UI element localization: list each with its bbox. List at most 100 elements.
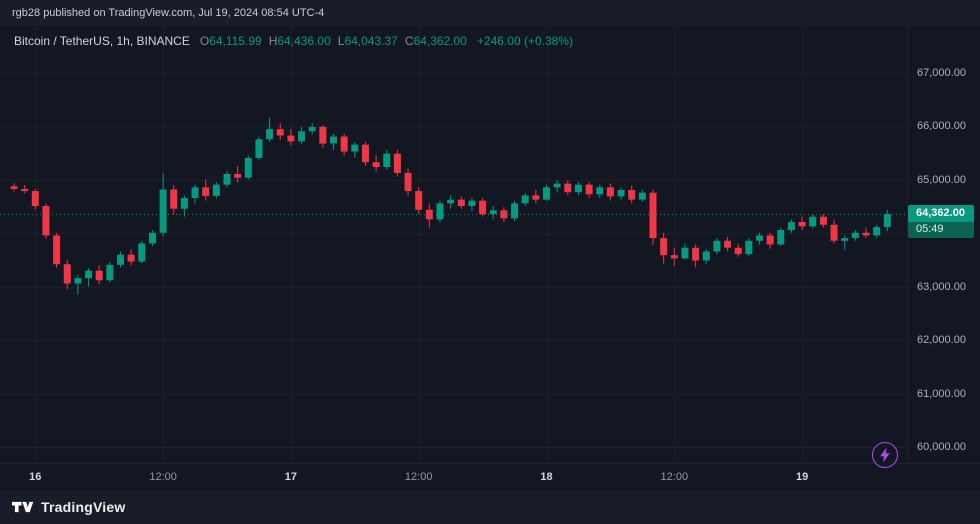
candle-body (617, 190, 625, 197)
candle (170, 185, 178, 215)
candle-body (638, 192, 646, 200)
tradingview-logo-icon[interactable] (12, 498, 34, 516)
candle-body (841, 238, 849, 241)
price-label: 63,000.00 (917, 280, 966, 293)
candle (681, 243, 689, 260)
candle (766, 232, 774, 249)
candle-body (63, 264, 71, 284)
ohlc-low: L64,043.37 (337, 34, 398, 48)
candle-body (745, 240, 753, 255)
attribution-text: rgb28 published on TradingView.com, Jul … (12, 7, 325, 19)
candle-body (756, 235, 763, 241)
candle-body (585, 184, 593, 195)
candle (393, 149, 401, 177)
candle-body (106, 264, 114, 281)
chart-canvas[interactable] (0, 26, 908, 463)
candle-body (574, 184, 582, 193)
candle-body (670, 255, 678, 259)
candle-body (319, 126, 327, 144)
lightning-icon (880, 447, 890, 463)
candle (489, 206, 497, 220)
candle-body (351, 144, 359, 152)
candle-body (10, 186, 18, 189)
candle (234, 165, 242, 183)
price-label: 61,000.00 (917, 387, 966, 400)
candle (276, 123, 284, 140)
time-label-day: 16 (29, 471, 42, 483)
candle-body (489, 210, 497, 215)
candle-body (287, 135, 295, 142)
lightning-button[interactable] (872, 442, 898, 468)
candle-body (393, 153, 401, 173)
candle (117, 251, 124, 268)
time-label-hour: 12:00 (660, 471, 689, 483)
candle-body (180, 198, 188, 209)
candle-body (521, 195, 529, 204)
candle-body (42, 206, 50, 236)
candle-body (830, 224, 838, 241)
candle (415, 187, 423, 215)
candle (436, 200, 444, 223)
candle-body (649, 192, 657, 239)
candle (532, 190, 540, 204)
candle (862, 227, 870, 239)
candle (351, 141, 359, 158)
tradingview-wordmark[interactable]: TradingView (41, 499, 126, 515)
candle (734, 243, 742, 257)
time-label-hour: 12:00 (149, 471, 177, 483)
candle-body (244, 157, 252, 178)
price-label: 66,000.00 (917, 120, 966, 133)
time-label-day: 17 (284, 471, 298, 483)
time-label-hour: 12:00 (404, 471, 433, 483)
candle-body (340, 136, 348, 152)
candle (404, 168, 412, 196)
candle-body (415, 191, 423, 210)
candle (223, 171, 231, 188)
candle-body (436, 203, 444, 220)
price-label: 60,000.00 (917, 441, 966, 453)
candle-body (234, 173, 242, 178)
candle (713, 238, 721, 255)
candle-body (798, 222, 806, 227)
candle-body (74, 278, 82, 284)
candle (244, 155, 252, 180)
candle (756, 232, 763, 245)
candle (660, 232, 668, 264)
current-price-value: 64,362.00 (908, 205, 974, 222)
price-axis[interactable]: 64,362.00 05:49 67,000.00 66,000.00 65,000… (907, 26, 980, 463)
candle-body (468, 200, 476, 207)
time-axis[interactable]: 16 12:00 17 12:00 18 12:00 19 (0, 463, 980, 490)
candle (692, 244, 700, 268)
candle (95, 265, 103, 285)
candle (777, 227, 785, 247)
candle (202, 179, 210, 201)
attribution-bar: rgb28 published on TradingView.com, Jul … (0, 0, 980, 26)
candle-body (266, 129, 274, 140)
candle-body (361, 144, 369, 163)
candle (266, 117, 274, 142)
candle-body (883, 213, 891, 228)
candle (191, 184, 199, 204)
candle-body (308, 126, 316, 132)
candle (63, 260, 71, 290)
candle-body (724, 240, 732, 248)
candle-body (596, 187, 604, 195)
candle-body (809, 216, 817, 227)
candle (138, 240, 146, 264)
candle (787, 219, 795, 233)
candle (724, 237, 732, 252)
candle-body (202, 187, 210, 196)
candle (564, 180, 572, 196)
candle (383, 149, 391, 170)
candle-body (159, 189, 167, 233)
ohlc-close: C64,362.00 (404, 34, 467, 48)
candle (287, 129, 295, 146)
candle-body (543, 187, 550, 200)
candle-body (138, 243, 146, 262)
candle (255, 136, 263, 161)
candle-body (95, 270, 103, 281)
candle (85, 268, 93, 287)
candle-body (851, 232, 859, 239)
candle-body (734, 247, 742, 255)
change-value: +246.00 (+0.38%) (476, 34, 573, 48)
